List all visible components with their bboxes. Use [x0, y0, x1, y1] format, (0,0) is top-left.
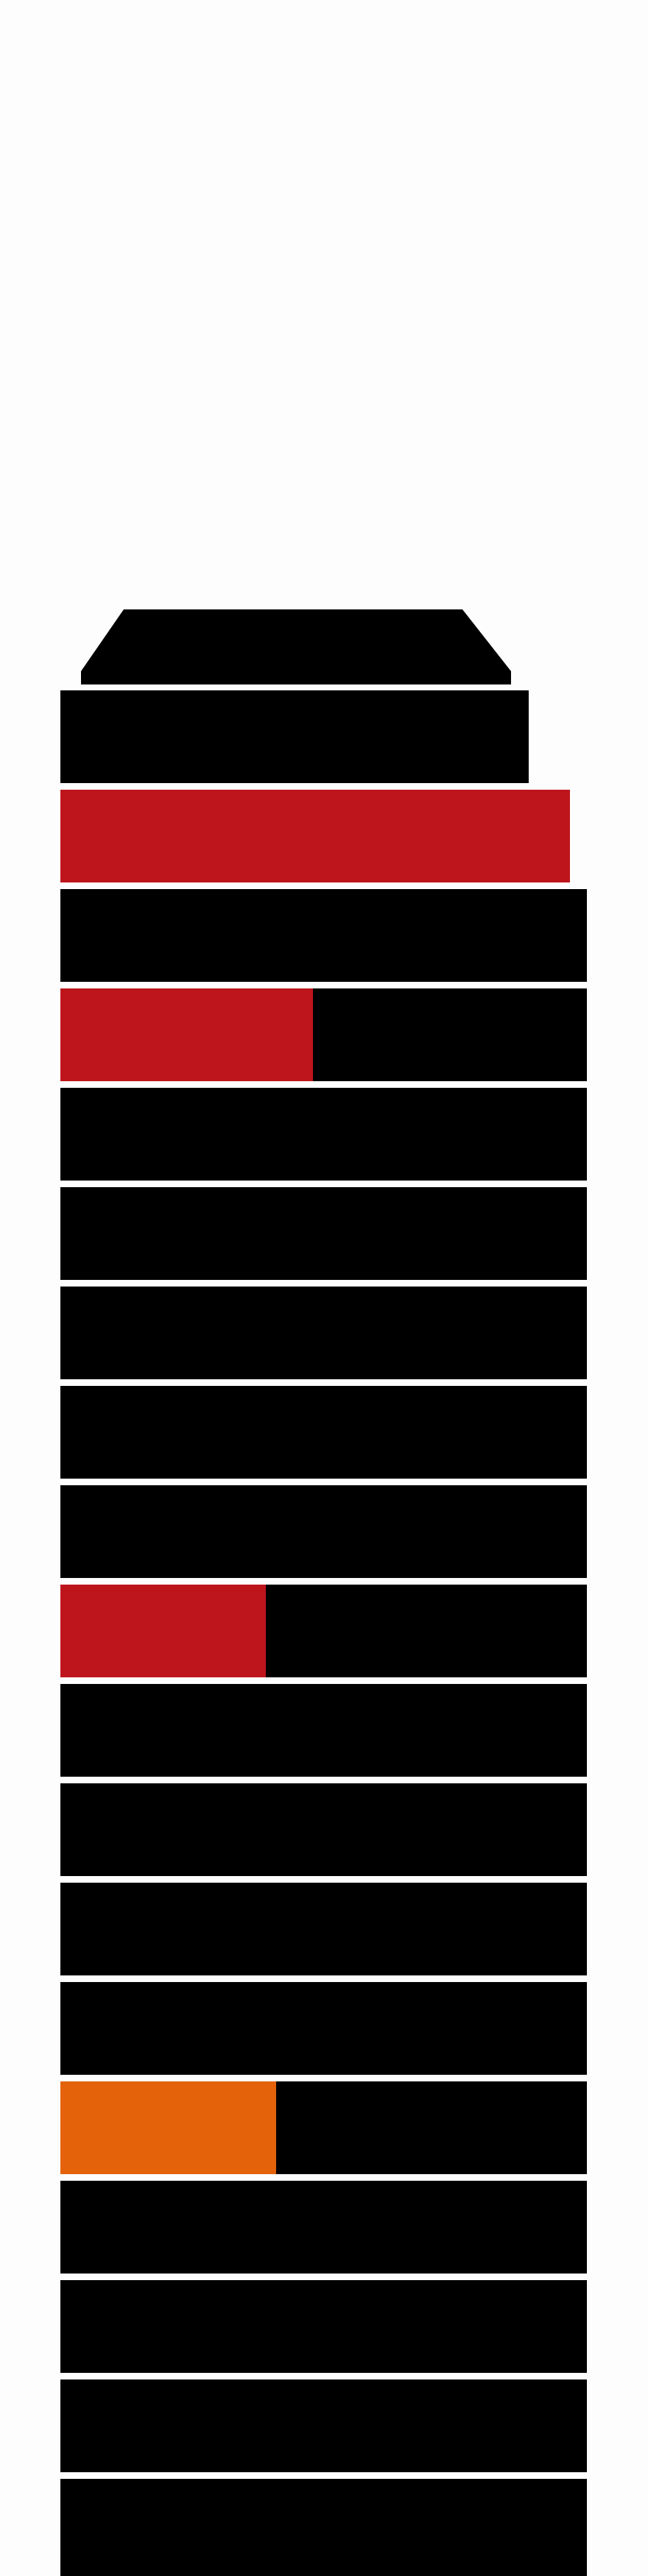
floor-17 [60, 2280, 587, 2373]
floor-7 [60, 1287, 587, 1379]
floor-1 [60, 690, 529, 783]
tower-floors [60, 690, 587, 2576]
floor-18 [60, 2379, 587, 2472]
floor-2-highlight-red [60, 790, 570, 882]
floor-4-highlight-red [60, 988, 313, 1081]
floor-12 [60, 1783, 587, 1876]
floor-13 [60, 1883, 587, 1975]
floor-5 [60, 1088, 587, 1181]
floor-11 [60, 1684, 587, 1777]
floor-16 [60, 2181, 587, 2274]
floor-6 [60, 1187, 587, 1280]
floor-9 [60, 1485, 587, 1578]
floor-10-highlight-red [60, 1585, 266, 1677]
floor-14 [60, 1982, 587, 2075]
floor-15-highlight-orange [60, 2081, 276, 2174]
floor-19 [60, 2479, 587, 2576]
floor-8 [60, 1386, 587, 1479]
tower-roof [81, 609, 511, 684]
floor-3 [60, 889, 587, 982]
